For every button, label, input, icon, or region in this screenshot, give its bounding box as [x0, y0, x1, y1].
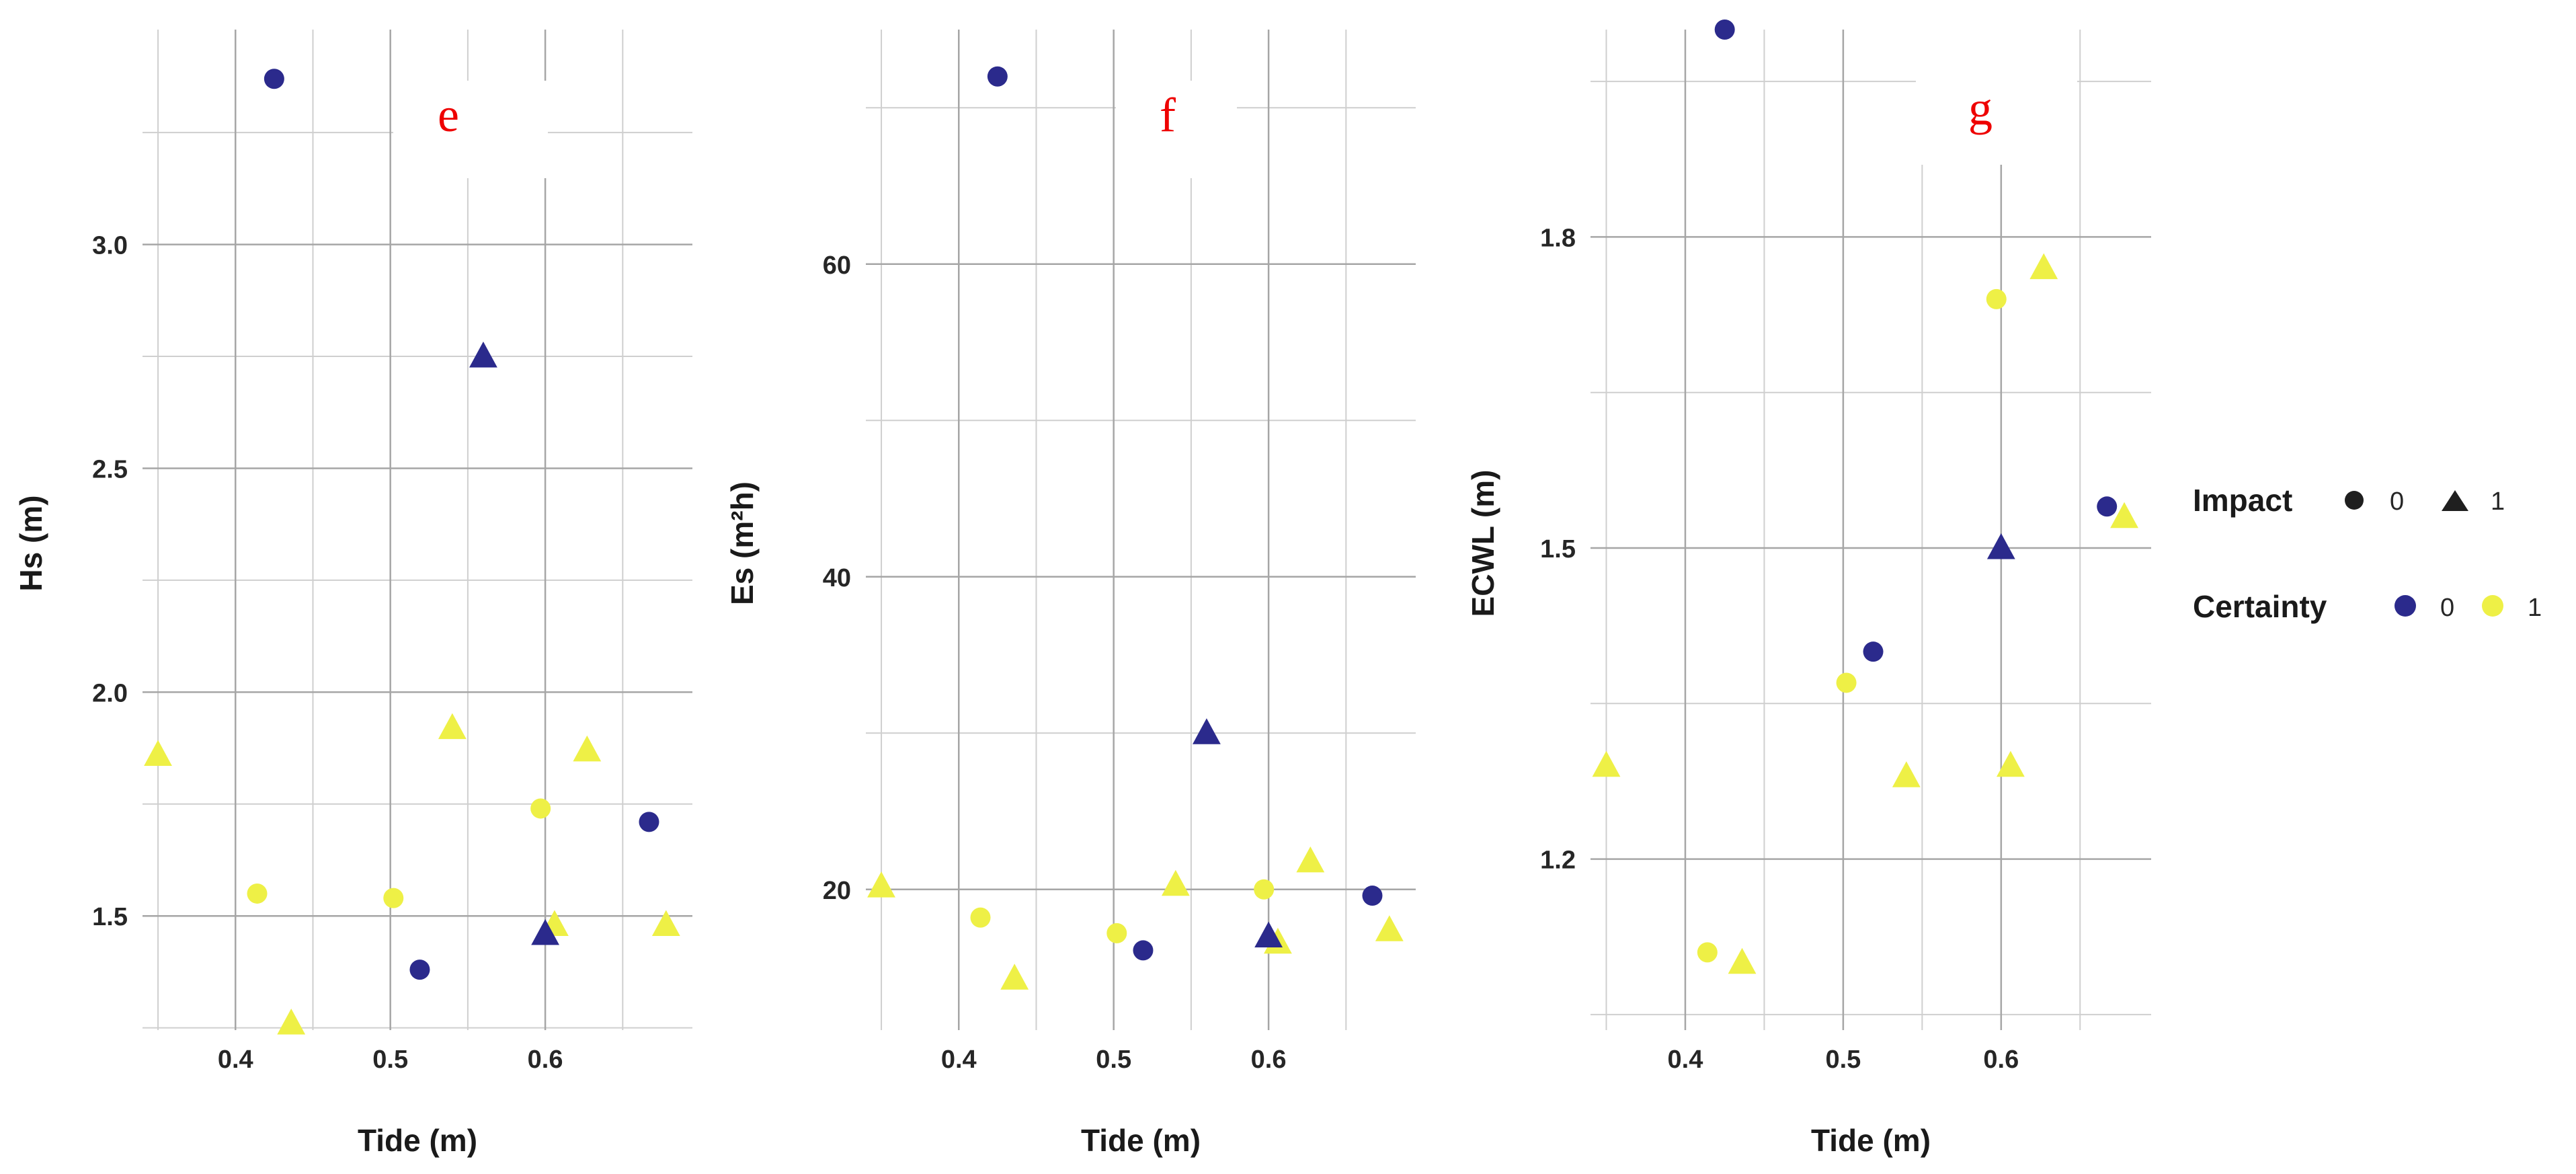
data-point-triangle — [1592, 750, 1621, 777]
data-point-circle — [1106, 923, 1127, 943]
y-tick-label: 60 — [823, 251, 851, 280]
panel-g-letter: g — [1968, 81, 1993, 135]
data-point-triangle — [867, 871, 895, 898]
x-tick-label: 0.6 — [1983, 1046, 2019, 1074]
data-point-triangle — [1193, 718, 1221, 744]
panel-e-points — [144, 69, 680, 1035]
y-tick-label: 2.0 — [92, 679, 128, 707]
data-point-triangle — [1375, 915, 1404, 941]
y-tick-label: 20 — [823, 877, 851, 905]
data-point-circle — [1986, 288, 2007, 309]
x-tick-label: 0.5 — [1096, 1046, 1131, 1074]
panel-g-points — [1592, 19, 2138, 974]
data-point-triangle — [438, 713, 467, 740]
data-point-circle — [264, 69, 284, 89]
panel-f-tick-labels: 0.4 0.5 0.6 20 40 60 — [823, 251, 1287, 1074]
data-point-circle — [1836, 672, 1857, 693]
y-tick-label: 1.2 — [1540, 847, 1576, 875]
legend-certainty-title: Certainty — [2193, 589, 2327, 624]
panel-f-y-axis-title: Es (m²h) — [725, 481, 760, 605]
legend-impact-1-label: 1 — [2491, 487, 2505, 516]
panel-e: 0.4 0.5 0.6 1.5 2.0 2.5 3.0 Tide (m) Hs (m) e — [13, 30, 692, 1158]
data-point-circle — [1863, 641, 1884, 662]
panel-f-x-axis-title: Tide (m) — [1081, 1123, 1201, 1158]
legend: Impact 0 1 Certainty 0 1 — [2193, 483, 2542, 624]
panel-e-letter: e — [438, 88, 459, 142]
data-point-circle — [1133, 940, 1154, 961]
panel-e-letter-box — [393, 81, 548, 178]
data-point-triangle — [1892, 761, 1921, 787]
y-tick-label: 1.5 — [92, 903, 128, 931]
x-tick-label: 0.6 — [1251, 1046, 1287, 1074]
panel-e-grid — [143, 30, 692, 1030]
data-point-triangle — [1997, 750, 2025, 777]
data-point-circle — [530, 798, 551, 819]
data-point-circle — [1697, 942, 1718, 963]
x-tick-label: 0.4 — [1668, 1046, 1703, 1074]
data-point-triangle — [1161, 869, 1190, 896]
data-point-circle — [639, 812, 659, 832]
data-point-circle — [383, 888, 404, 908]
y-tick-label: 40 — [823, 564, 851, 592]
panel-g-tick-labels: 0.4 0.5 0.6 1.2 1.5 1.8 — [1540, 224, 2019, 1074]
data-point-triangle — [277, 1009, 306, 1035]
data-point-triangle — [651, 910, 680, 937]
panel-e-x-axis-title: Tide (m) — [358, 1123, 477, 1158]
y-tick-label: 3.0 — [92, 232, 128, 260]
legend-certainty-0-symbol — [2394, 595, 2416, 617]
panel-e-y-axis-title: Hs (m) — [13, 495, 48, 591]
panel-g-y-axis-title: ECWL (m) — [1465, 470, 1500, 617]
data-point-triangle — [2029, 253, 2058, 280]
data-point-triangle — [1000, 964, 1029, 990]
data-point-circle — [970, 907, 991, 928]
panel-f-points — [867, 66, 1404, 990]
legend-certainty-1-label: 1 — [2528, 594, 2542, 622]
data-point-circle — [1362, 886, 1383, 906]
legend-certainty-0-label: 0 — [2440, 594, 2454, 622]
data-point-triangle — [573, 735, 602, 762]
panel-g-x-axis-title: Tide (m) — [1811, 1123, 1931, 1158]
legend-impact-title: Impact — [2193, 483, 2292, 518]
panel-f-grid — [866, 30, 1416, 1030]
legend-impact-0-symbol — [2345, 491, 2364, 510]
data-point-triangle — [1728, 947, 1757, 974]
data-point-triangle — [1296, 846, 1325, 873]
data-point-circle — [1254, 879, 1275, 900]
data-point-triangle — [144, 740, 172, 767]
data-point-triangle — [1986, 533, 2015, 559]
data-point-circle — [2097, 496, 2118, 517]
panel-g-letter-box — [1916, 20, 2077, 165]
data-point-circle — [1714, 19, 1735, 40]
data-point-triangle — [469, 342, 497, 368]
data-point-circle — [247, 883, 268, 904]
legend-certainty-1-symbol — [2482, 595, 2503, 617]
y-tick-label: 1.8 — [1540, 224, 1576, 252]
panel-g-grid — [1591, 30, 2151, 1030]
panel-f: 0.4 0.5 0.6 20 40 60 Tide (m) Es (m²h) f — [725, 30, 1416, 1158]
data-point-triangle — [1254, 921, 1283, 947]
x-tick-label: 0.5 — [1825, 1046, 1861, 1074]
panel-e-tick-labels: 0.4 0.5 0.6 1.5 2.0 2.5 3.0 — [92, 232, 563, 1074]
data-point-circle — [409, 960, 430, 980]
y-tick-label: 2.5 — [92, 455, 128, 483]
panel-f-letter-box — [1116, 81, 1237, 178]
x-tick-label: 0.4 — [218, 1046, 253, 1074]
legend-impact-1-symbol — [2442, 490, 2468, 511]
y-tick-label: 1.5 — [1540, 535, 1576, 563]
panel-g: 0.4 0.5 0.6 1.2 1.5 1.8 Tide (m) ECWL (m) g — [1465, 19, 2151, 1158]
x-tick-label: 0.6 — [528, 1046, 563, 1074]
x-tick-label: 0.5 — [372, 1046, 408, 1074]
legend-impact-0-label: 0 — [2390, 487, 2404, 516]
data-point-triangle — [2110, 502, 2138, 529]
data-point-triangle — [531, 918, 559, 945]
panel-f-letter: f — [1160, 88, 1176, 142]
x-tick-label: 0.4 — [941, 1046, 977, 1074]
data-point-circle — [987, 66, 1008, 87]
